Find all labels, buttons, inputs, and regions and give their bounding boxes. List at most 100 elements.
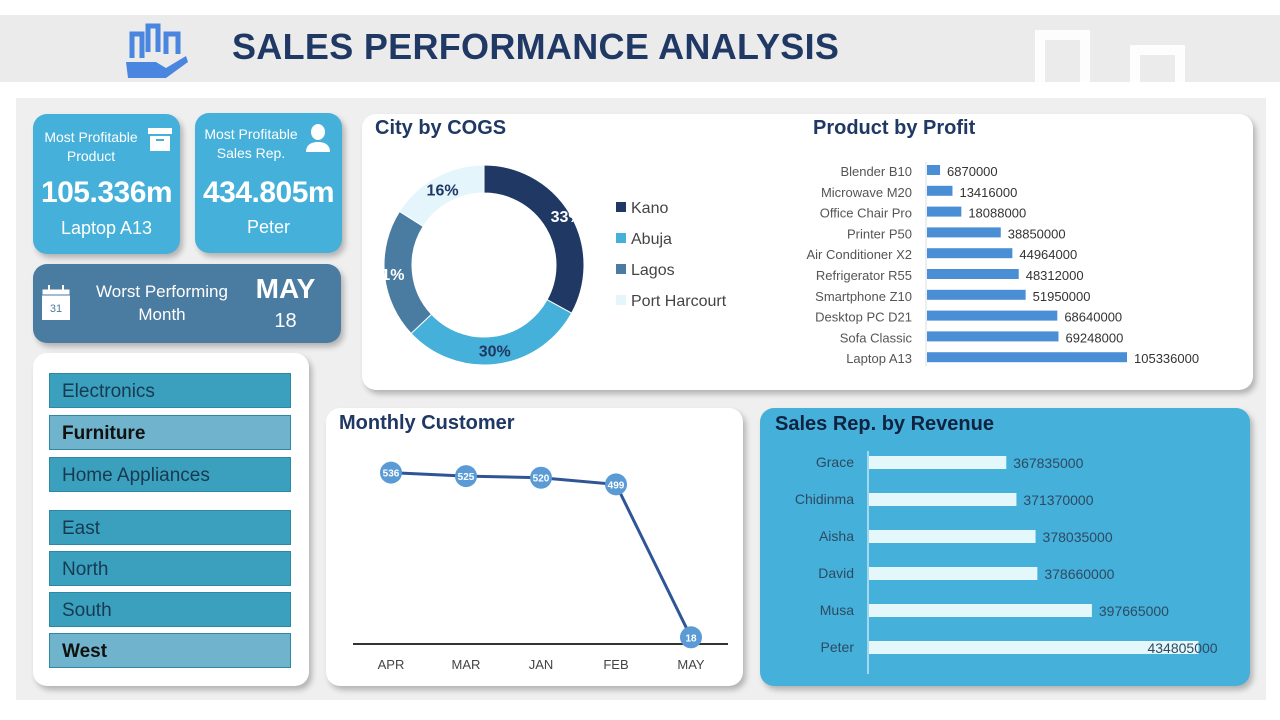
kpi-label: Sales Rep. xyxy=(216,145,286,161)
legend-label: Lagos xyxy=(631,262,675,279)
bar xyxy=(927,206,962,217)
donut-data-label: 16% xyxy=(427,183,459,200)
series-line xyxy=(390,471,693,638)
chart-title: Monthly Customer xyxy=(339,412,515,434)
data-label: 378035000 xyxy=(1043,529,1113,545)
bar xyxy=(927,227,1001,238)
product-profit-bar-chart: Blender B10 6870000 Microwave M20 13416000 O… xyxy=(807,162,1199,366)
kpi-label: Month xyxy=(138,305,186,324)
data-point xyxy=(530,466,552,489)
donut-slice-port-harcourt xyxy=(398,164,485,228)
bar xyxy=(927,289,1026,300)
category-label: Grace xyxy=(816,454,854,470)
data-label: 51950000 xyxy=(1033,289,1091,304)
bar xyxy=(927,185,953,196)
bar xyxy=(869,567,1038,580)
user-icon xyxy=(306,124,330,152)
legend-swatch xyxy=(616,264,626,274)
bar xyxy=(927,352,1127,363)
x-tick-label: JAN xyxy=(529,657,554,672)
category-label: Printer P50 xyxy=(847,226,912,241)
archive-box-icon xyxy=(148,128,172,151)
legend-label: Abuja xyxy=(631,231,672,248)
category-label: Laptop A13 xyxy=(846,351,912,366)
bar xyxy=(869,641,1199,654)
slicer-item-west[interactable]: West xyxy=(49,633,291,668)
kpi-label: Most Profitable xyxy=(204,126,298,142)
data-label: 397665000 xyxy=(1099,603,1169,619)
donut-slice-kano xyxy=(483,164,585,314)
chart-title: City by COGS xyxy=(375,117,507,139)
data-label: 105336000 xyxy=(1134,351,1199,366)
data-label: 44964000 xyxy=(1019,247,1077,262)
x-tick-label: APR xyxy=(378,657,405,672)
page-title: SALES PERFORMANCE ANALYSIS xyxy=(232,26,840,67)
bar xyxy=(927,248,1013,259)
header-band xyxy=(0,15,1280,82)
kpi-most-profitable-rep: Most Profitable Sales Rep. 434.805m Pete… xyxy=(195,113,342,253)
bar xyxy=(869,456,1007,469)
slicer-item-home-appliances[interactable]: Home Appliances xyxy=(49,457,291,492)
data-label: 18088000 xyxy=(968,206,1026,221)
data-label: 18 xyxy=(685,633,697,644)
legend-swatch xyxy=(616,202,626,212)
data-label: 68640000 xyxy=(1064,310,1122,325)
data-label: 378660000 xyxy=(1044,566,1114,582)
kpi-name: Laptop A13 xyxy=(60,218,153,238)
data-label: 38850000 xyxy=(1008,226,1066,241)
hand-bar-chart-icon xyxy=(126,23,188,78)
x-tick-label: MAY xyxy=(677,657,705,672)
data-label: 499 xyxy=(608,480,625,491)
bar xyxy=(927,331,1059,342)
slicer-item-north[interactable]: North xyxy=(49,551,291,586)
data-label: 536 xyxy=(383,469,400,480)
data-label: 434805000 xyxy=(1147,640,1217,656)
calendar-icon: 31 xyxy=(41,285,71,320)
data-point xyxy=(380,461,402,484)
kpi-label: Product xyxy=(66,148,116,164)
bar xyxy=(927,269,1019,279)
category-label: Aisha xyxy=(819,528,854,544)
legend-label: Port Harcourt xyxy=(631,293,727,310)
data-label: 48312000 xyxy=(1026,268,1084,283)
category-label: Air Conditioner X2 xyxy=(807,247,913,262)
slicer-item-electronics[interactable]: Electronics xyxy=(49,373,291,408)
kpi-worst-month: 31 Worst Performing Month MAY 18 xyxy=(33,264,341,343)
category-label: David xyxy=(818,565,854,581)
chart-title: Sales Rep. by Revenue xyxy=(775,413,994,435)
data-label: 367835000 xyxy=(1013,455,1083,471)
category-label: Musa xyxy=(820,602,854,618)
sales-rep-revenue-bar-chart: Grace 367835000 Chidinma 371370000 Aisha 3780… xyxy=(795,451,1218,674)
slicer-item-south[interactable]: South xyxy=(49,592,291,627)
kpi-label: Worst Performing xyxy=(96,282,228,301)
slicer-item-east[interactable]: East xyxy=(49,510,291,545)
kpi-label: Most Profitable xyxy=(44,129,138,145)
bar xyxy=(869,604,1092,617)
data-label: 371370000 xyxy=(1023,492,1093,508)
x-tick-label: FEB xyxy=(603,657,628,672)
worst-month-value: 18 xyxy=(274,310,297,332)
bar xyxy=(927,310,1058,321)
slicer-panel: Electronics Furniture Home Appliances Ea… xyxy=(33,353,309,686)
bar xyxy=(869,530,1036,543)
data-point xyxy=(455,465,477,488)
category-label: Blender B10 xyxy=(840,164,912,179)
legend-swatch xyxy=(616,295,626,305)
category-label: Microwave M20 xyxy=(821,185,912,200)
slicer-item-furniture[interactable]: Furniture xyxy=(49,415,291,450)
data-label: 6870000 xyxy=(947,164,998,179)
legend-swatch xyxy=(616,233,626,243)
data-point xyxy=(605,473,627,496)
kpi-value: 434.805m xyxy=(202,176,335,209)
data-label: 520 xyxy=(533,474,550,485)
bar xyxy=(927,165,941,175)
category-label: Sofa Classic xyxy=(840,330,913,345)
donut-data-label: 21% xyxy=(372,267,404,284)
x-tick-label: MAR xyxy=(452,657,481,672)
donut-data-label: 33% xyxy=(551,209,583,226)
sales-rep-revenue-card: Sales Rep. by Revenue Grace 367835000 Chid… xyxy=(760,408,1250,686)
category-label: Refrigerator R55 xyxy=(816,268,912,283)
category-label: Smartphone Z10 xyxy=(815,289,912,304)
data-point xyxy=(680,626,702,649)
worst-month: MAY xyxy=(255,273,316,304)
